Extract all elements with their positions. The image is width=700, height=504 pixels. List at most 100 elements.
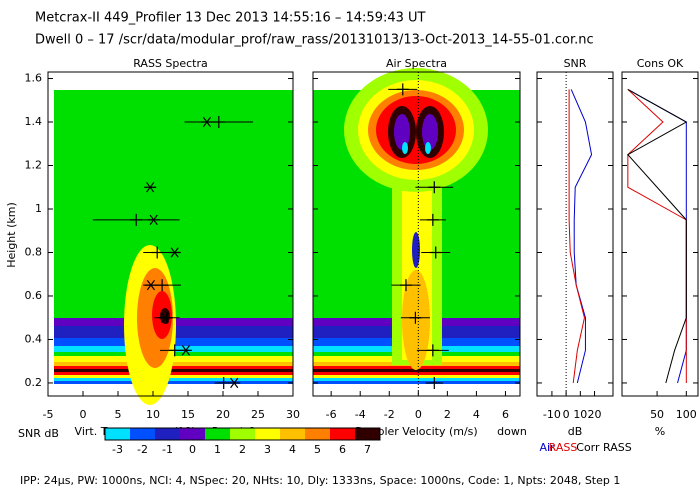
colorbar-frame <box>104 427 381 441</box>
plot-frame <box>47 71 294 397</box>
x-tick-label: 6 <box>502 408 509 421</box>
x-tick-label: 20 <box>588 408 602 421</box>
header-subtitle: Dwell 0 – 17 /scr/data/modular_prof/raw_… <box>35 33 594 48</box>
color-swatch <box>155 428 180 440</box>
colorbar-title: SNR dB <box>18 427 59 440</box>
x-tick-label: 5 <box>115 408 122 421</box>
x-axis-label: % <box>655 425 665 438</box>
x-axis-label: Doppler Velocity (m/s) <box>355 425 477 438</box>
colorbar-tick-label: -3 <box>112 443 123 456</box>
x-tick-label: 15 <box>181 408 195 421</box>
color-swatch <box>230 428 255 440</box>
marker <box>426 344 439 357</box>
x-tick-label: 10 <box>573 408 587 421</box>
color-swatch <box>205 428 230 440</box>
color-swatch <box>305 428 330 440</box>
colorbar-tick-label: 5 <box>314 443 321 456</box>
x-tick-label: -6 <box>326 408 337 421</box>
colorbar-tick-label: 6 <box>339 443 346 456</box>
x-tick-label: -4 <box>355 408 366 421</box>
x-tick-label: 10 <box>146 408 160 421</box>
marker <box>429 246 442 259</box>
marker <box>130 213 143 226</box>
color-swatch <box>280 428 305 440</box>
marker <box>179 345 192 356</box>
x-tick-label: 4 <box>473 408 480 421</box>
marker <box>158 312 171 323</box>
marker <box>168 344 181 357</box>
header-title: Metcrax-II 449_Profiler 13 Dec 2013 14:5… <box>35 11 426 26</box>
x-tick-label: 25 <box>251 408 265 421</box>
y-tick-label: 0.4 <box>25 332 43 345</box>
air-field <box>313 68 520 384</box>
x-tick-label: -5 <box>43 408 54 421</box>
panel-title: RASS Spectra <box>133 57 208 70</box>
marker <box>399 279 412 292</box>
color-swatch <box>255 428 280 440</box>
y-tick-label: 0.8 <box>25 245 43 258</box>
y-tick-label: 0.2 <box>25 376 43 389</box>
x-tick-label: 0 <box>80 408 87 421</box>
colorbar-tick-label: 3 <box>264 443 271 456</box>
rass-field <box>54 90 293 405</box>
colorbar-tick-label: -2 <box>137 443 148 456</box>
colorbar-tick-label: 0 <box>189 443 196 456</box>
y-tick-label: 1.6 <box>25 72 43 85</box>
colorbar-tick-label: 2 <box>239 443 246 456</box>
profile-line <box>627 89 687 383</box>
color-swatch <box>180 428 205 440</box>
profile-line <box>570 89 593 384</box>
marker <box>428 181 441 194</box>
x-tick-label: 100 <box>676 408 697 421</box>
colorbar-tick-label: 4 <box>289 443 296 456</box>
x-tick-label: -2 <box>384 408 395 421</box>
panel-title: Air Spectra <box>386 57 447 70</box>
footer: IPP: 24μs, PW: 1000ns, NCI: 4, NSpec: 20… <box>20 474 620 487</box>
plot-frame <box>621 71 699 397</box>
panel-title: Cons OK <box>637 57 684 70</box>
marker <box>144 182 157 193</box>
marker <box>212 116 225 129</box>
x-tick-label: 2 <box>444 408 451 421</box>
colorbar-tick-label: 7 <box>364 443 371 456</box>
panel-title: SNR <box>564 57 587 70</box>
legend-entry: Air <box>539 441 555 454</box>
y-tick-label: 1.4 <box>25 115 43 128</box>
plot-frame <box>312 71 521 397</box>
color-swatch <box>105 428 130 440</box>
marker <box>168 247 181 258</box>
x-tick-label: -10 <box>543 408 561 421</box>
colorbar-tick-label: -1 <box>162 443 173 456</box>
legend-entry: Corr RASS <box>576 441 631 454</box>
plot-frame <box>536 71 614 397</box>
x-axis-end-label: down <box>497 425 527 438</box>
x-axis-label: dB <box>568 425 583 438</box>
y-axis-label: Height (km) <box>5 202 18 268</box>
marker <box>228 377 241 389</box>
marker <box>217 376 230 389</box>
marker <box>428 376 441 389</box>
y-tick-label: 1.2 <box>25 159 43 172</box>
marker <box>151 246 164 259</box>
x-tick-label: 0 <box>415 408 422 421</box>
marker <box>147 214 160 226</box>
profile-line <box>627 88 688 384</box>
y-tick-label: 1 <box>35 202 42 215</box>
x-tick-label: 50 <box>650 408 664 421</box>
legend-entry: RASS <box>549 441 578 454</box>
x-tick-label: 20 <box>216 408 230 421</box>
marker <box>409 311 422 324</box>
colorbar-tick-label: 1 <box>214 443 221 456</box>
profile-line <box>627 88 687 384</box>
color-swatch <box>130 428 155 440</box>
marker <box>200 116 213 128</box>
marker <box>144 279 157 291</box>
x-tick-label: 0 <box>563 408 570 421</box>
color-swatch <box>355 428 380 440</box>
y-tick-label: 0.6 <box>25 289 43 302</box>
marker <box>396 83 409 96</box>
x-tick-label: 30 <box>286 408 300 421</box>
marker <box>426 213 439 226</box>
